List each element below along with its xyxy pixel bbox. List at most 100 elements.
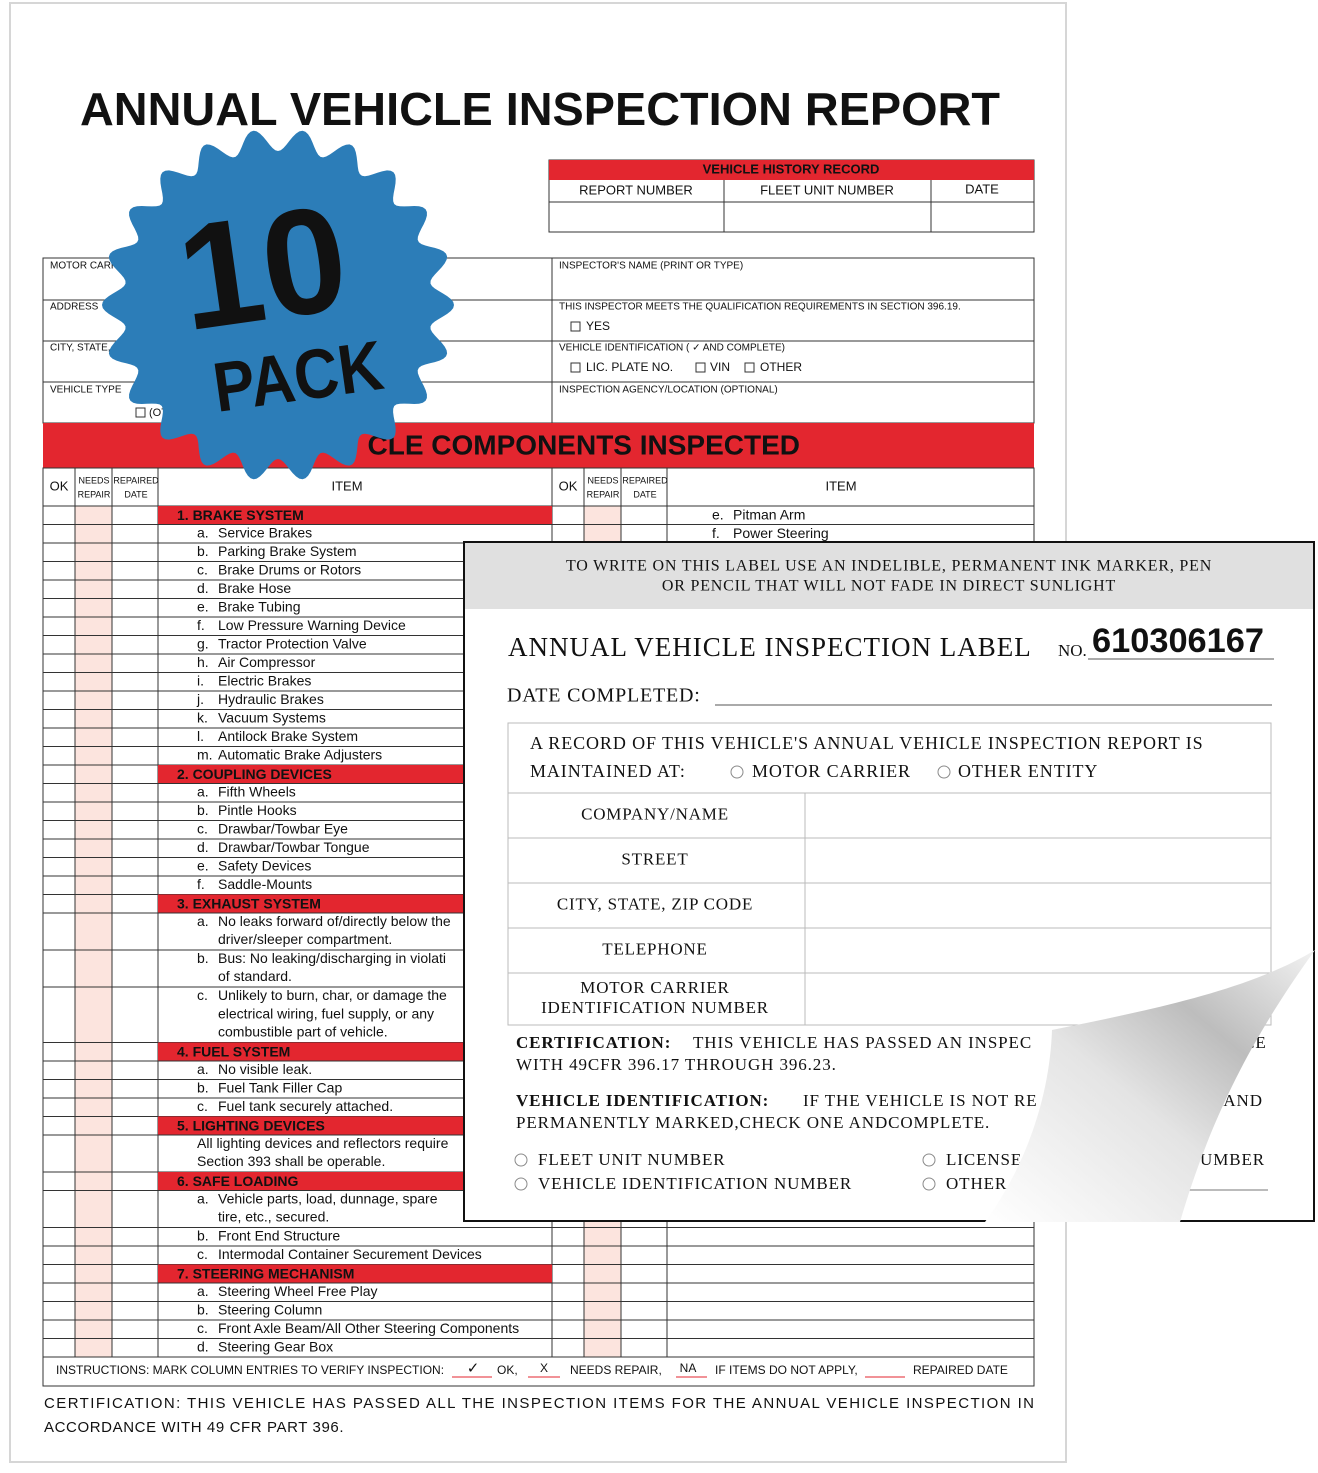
item-text: Brake Hose [218, 580, 291, 596]
label-notice-text: OR PENCIL THAT WILL NOT FADE IN DIRECT S… [662, 578, 1116, 595]
item-text: Bus: No leaking/discharging in violati [218, 950, 446, 966]
info-field-label: VEHICLE IDENTIFICATION ( ✓ AND COMPLETE) [559, 343, 785, 354]
item-letter: a. [197, 784, 209, 800]
checkbox [695, 362, 706, 373]
radio [922, 1177, 936, 1191]
cert-text: WITH 49CFR 396.17 THROUGH 396.23. [516, 1055, 837, 1074]
info-field-label: ADDRESS [50, 302, 99, 313]
item-text: Section 393 shall be operable. [197, 1153, 385, 1169]
item-text: Service Brakes [218, 525, 312, 541]
instructions: OK, [497, 1363, 518, 1377]
item-text: Vehicle parts, load, dunnage, spare [218, 1191, 438, 1207]
item-letter: b. [197, 802, 209, 818]
item-text: Steering Gear Box [218, 1339, 333, 1355]
item-text: Fuel Tank Filler Cap [218, 1080, 342, 1096]
radio [922, 1153, 936, 1167]
history-header [549, 160, 1034, 180]
field-label: COMPANY/NAME [581, 804, 729, 823]
instructions: INSTRUCTIONS: MARK COLUMN ENTRIES TO VER… [56, 1363, 444, 1377]
item-text: Hydraulic Brakes [218, 691, 324, 707]
item-text: Brake Tubing [218, 599, 301, 615]
record-text: A RECORD OF THIS VEHICLE'S ANNUAL VEHICL… [530, 733, 1204, 753]
field-label: IDENTIFICATION NUMBER [541, 998, 769, 1017]
radio [514, 1153, 528, 1167]
item-letter: a. [197, 913, 209, 929]
option-text: LICENSE/R [946, 1150, 1040, 1169]
section-title: 3. EXHAUST SYSTEM [177, 895, 321, 911]
item-letter: e. [712, 507, 724, 523]
vi-label: VEHICLE IDENTIFICATION: [516, 1091, 769, 1110]
column-header: DATE [124, 489, 147, 499]
field-label: MOTOR CARRIER [580, 978, 729, 997]
item-text: Fifth Wheels [218, 784, 296, 800]
item-text: tire, etc., secured. [218, 1209, 329, 1225]
item-text: Vacuum Systems [218, 710, 326, 726]
label-date: DATE COMPLETED: [507, 685, 701, 707]
item-text: Saddle-Mounts [218, 876, 312, 892]
item-text: Antilock Brake System [218, 728, 358, 744]
instructions: REPAIRED DATE [913, 1363, 1008, 1377]
instructions: IF ITEMS DO NOT APPLY, [715, 1363, 858, 1377]
item-letter: c. [197, 1320, 208, 1336]
item-letter: c. [197, 562, 208, 578]
item-letter: b. [197, 543, 209, 559]
form-title: ANNUAL VEHICLE INSPECTION REPORT [80, 83, 1000, 135]
info-field-label: THIS INSPECTOR MEETS THE QUALIFICATION R… [559, 302, 961, 313]
section-row [158, 1172, 552, 1191]
column-header: ITEM [331, 478, 362, 493]
cert-label: CERTIFICATION: [516, 1033, 671, 1052]
item-letter: b. [197, 1302, 209, 1318]
info-field-label: VEHICLE TYPE [50, 385, 122, 396]
field-label: CITY, STATE, ZIP CODE [557, 894, 753, 913]
item-letter: c. [197, 821, 208, 837]
item-text: Brake Drums or Rotors [218, 562, 361, 578]
checkbox-label: LIC. PLATE NO. [586, 360, 673, 374]
item-text: Steering Column [218, 1302, 322, 1318]
record-text: MAINTAINED AT: [530, 761, 686, 781]
checkbox [570, 362, 581, 373]
checkbox-label: YES [586, 319, 610, 333]
item-letter: c. [197, 1098, 208, 1114]
section-row [158, 1264, 552, 1283]
item-letter: e. [197, 599, 209, 615]
certification: ACCORDANCE WITH 49 CFR PART 396. [44, 1419, 344, 1436]
item-text: Parking Brake System [218, 543, 357, 559]
checkbox [135, 407, 146, 418]
section-row [158, 765, 552, 784]
item-letter: d. [197, 1339, 209, 1355]
instructions-mark: ✓ [467, 1360, 480, 1377]
item-letter: d. [197, 580, 209, 596]
checkbox [744, 362, 755, 373]
history-column: FLEET UNIT NUMBER [760, 182, 894, 197]
section-row [158, 894, 552, 913]
item-text: Power Steering [733, 525, 829, 541]
option-text: FLEET UNIT NUMBER [538, 1150, 726, 1169]
item-letter: k. [197, 710, 208, 726]
badge [102, 130, 454, 480]
fields-box [507, 792, 1272, 1026]
column-header: DATE [633, 489, 656, 499]
section-row [158, 506, 552, 525]
column-header: REPAIR [587, 489, 620, 499]
radio [514, 1177, 528, 1191]
item-text: All lighting devices and reflectors requ… [197, 1135, 449, 1151]
label-notice-text: TO WRITE ON THIS LABEL USE AN INDELIBLE,… [566, 558, 1212, 575]
vi-text: IF THE VEHICLE IS NOT RE [803, 1091, 1038, 1110]
history-column: DATE [965, 181, 999, 196]
item-letter: a. [197, 525, 209, 541]
item-letter: g. [197, 636, 209, 652]
info-field-label: INSPECTION AGENCY/LOCATION (OPTIONAL) [559, 385, 778, 396]
section-title: 6. SAFE LOADING [177, 1173, 298, 1189]
item-text: Safety Devices [218, 858, 311, 874]
instructions-mark: X [540, 1361, 548, 1375]
item-letter: a. [197, 1191, 209, 1207]
item-text: Pitman Arm [733, 507, 805, 523]
item-text: Pintle Hooks [218, 802, 297, 818]
item-text: driver/sleeper compartment. [218, 931, 392, 947]
item-text: Front End Structure [218, 1228, 340, 1244]
checkbox [570, 321, 581, 332]
item-letter: c. [197, 1246, 208, 1262]
item-text: Front Axle Beam/All Other Steering Compo… [218, 1320, 519, 1336]
item-text: Electric Brakes [218, 673, 311, 689]
item-letter: i. [197, 673, 204, 689]
